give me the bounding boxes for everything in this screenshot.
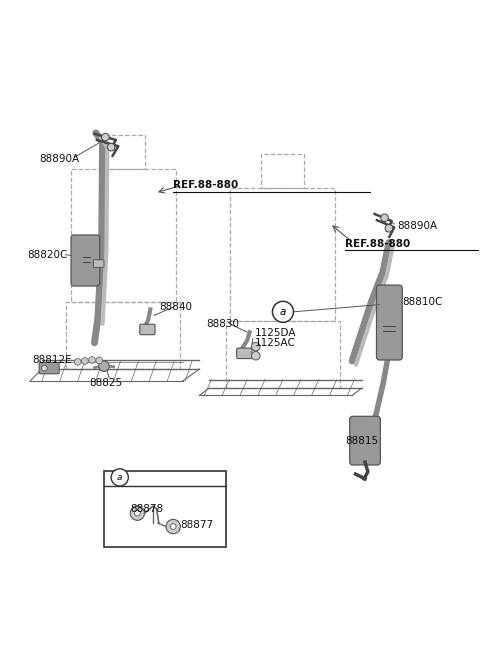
Text: 88840: 88840 — [159, 302, 192, 312]
Text: REF.88-880: REF.88-880 — [345, 238, 410, 248]
Text: 1125AC: 1125AC — [254, 338, 295, 348]
Text: 88890A: 88890A — [397, 221, 438, 231]
Text: 88830: 88830 — [206, 319, 240, 328]
Circle shape — [166, 520, 180, 533]
Text: 88890A: 88890A — [39, 154, 80, 164]
FancyBboxPatch shape — [94, 260, 104, 267]
Circle shape — [99, 361, 109, 371]
Text: 88815: 88815 — [345, 436, 378, 445]
FancyBboxPatch shape — [376, 285, 402, 360]
Text: 1125DA: 1125DA — [254, 328, 296, 338]
FancyBboxPatch shape — [237, 348, 252, 359]
Text: 88877: 88877 — [180, 520, 214, 530]
Text: a: a — [280, 307, 286, 317]
Circle shape — [134, 510, 140, 516]
Circle shape — [74, 359, 81, 365]
Circle shape — [89, 357, 96, 363]
Text: REF.88-880: REF.88-880 — [173, 180, 239, 191]
Circle shape — [252, 342, 260, 351]
Circle shape — [381, 214, 388, 221]
FancyBboxPatch shape — [71, 235, 100, 286]
Circle shape — [41, 365, 47, 371]
Text: 88810C: 88810C — [402, 297, 443, 307]
Circle shape — [385, 225, 393, 232]
Circle shape — [170, 524, 176, 530]
Bar — [104, 470, 226, 547]
Circle shape — [108, 143, 115, 151]
Text: 88825: 88825 — [90, 378, 123, 388]
Text: 88820C: 88820C — [28, 250, 68, 260]
Text: a: a — [117, 473, 122, 482]
Circle shape — [130, 506, 144, 520]
Circle shape — [96, 357, 103, 364]
Circle shape — [111, 469, 128, 486]
Circle shape — [252, 351, 260, 360]
Circle shape — [102, 133, 109, 141]
FancyBboxPatch shape — [140, 324, 155, 334]
Text: 88812E: 88812E — [33, 355, 72, 365]
FancyBboxPatch shape — [350, 417, 380, 465]
Text: 88878: 88878 — [130, 504, 163, 514]
Circle shape — [82, 357, 88, 364]
FancyBboxPatch shape — [39, 363, 59, 374]
Circle shape — [273, 302, 293, 323]
